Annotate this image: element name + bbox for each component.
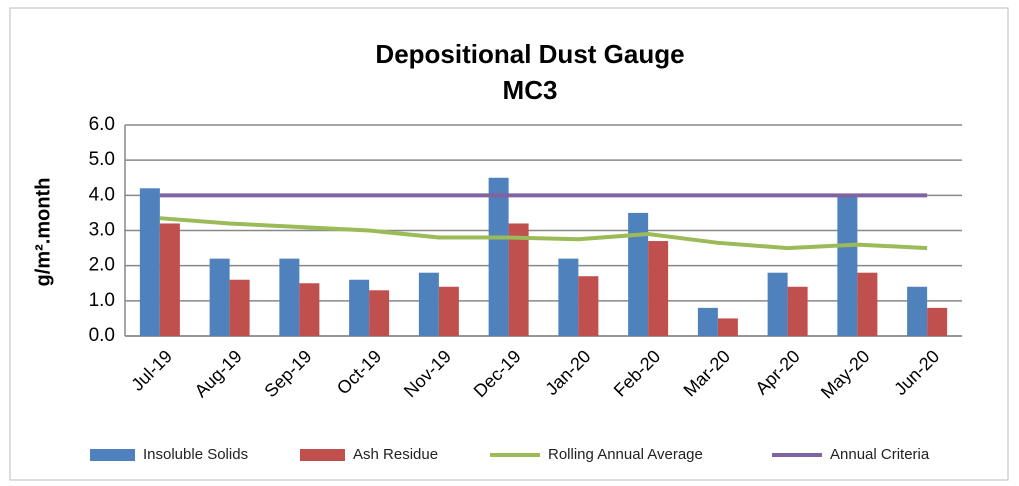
bar [907,286,928,336]
bar [648,241,669,336]
y-tick-label: 3.0 [89,220,115,241]
bar [299,283,320,336]
bar [628,212,649,336]
bar [229,279,250,336]
bar [837,195,858,336]
bar [438,286,459,336]
legend-label: Insoluble Solids [143,446,248,463]
chart-title: Depositional Dust Gauge [375,39,684,69]
bar [369,290,390,336]
bar [857,272,878,336]
bar [209,258,230,336]
legend-label: Annual Criteria [830,446,930,463]
chart-subtitle: MC3 [503,75,558,105]
y-tick-label: 4.0 [89,184,115,205]
bar [717,318,738,336]
bar [558,258,579,336]
y-tick-label: 0.0 [89,325,115,346]
legend-label: Ash Residue [353,446,438,463]
bar [578,276,599,336]
y-axis-label: g/m².month [32,178,54,287]
legend-swatch [90,449,135,461]
y-tick-label: 1.0 [89,290,115,311]
legend-swatch [300,449,345,461]
bar [159,223,180,336]
bar [767,272,788,336]
bar [508,223,529,336]
y-tick-label: 5.0 [89,149,115,170]
bar [697,307,718,336]
bar [418,272,439,336]
bar [488,177,509,336]
bar [927,307,948,336]
line [159,216,928,251]
y-tick-label: 2.0 [89,255,115,276]
legend-label: Rolling Annual Average [548,446,703,463]
y-tick-label: 6.0 [89,114,115,135]
bar [787,286,808,336]
bar [349,279,370,336]
bar [139,188,160,336]
bar [279,258,300,336]
